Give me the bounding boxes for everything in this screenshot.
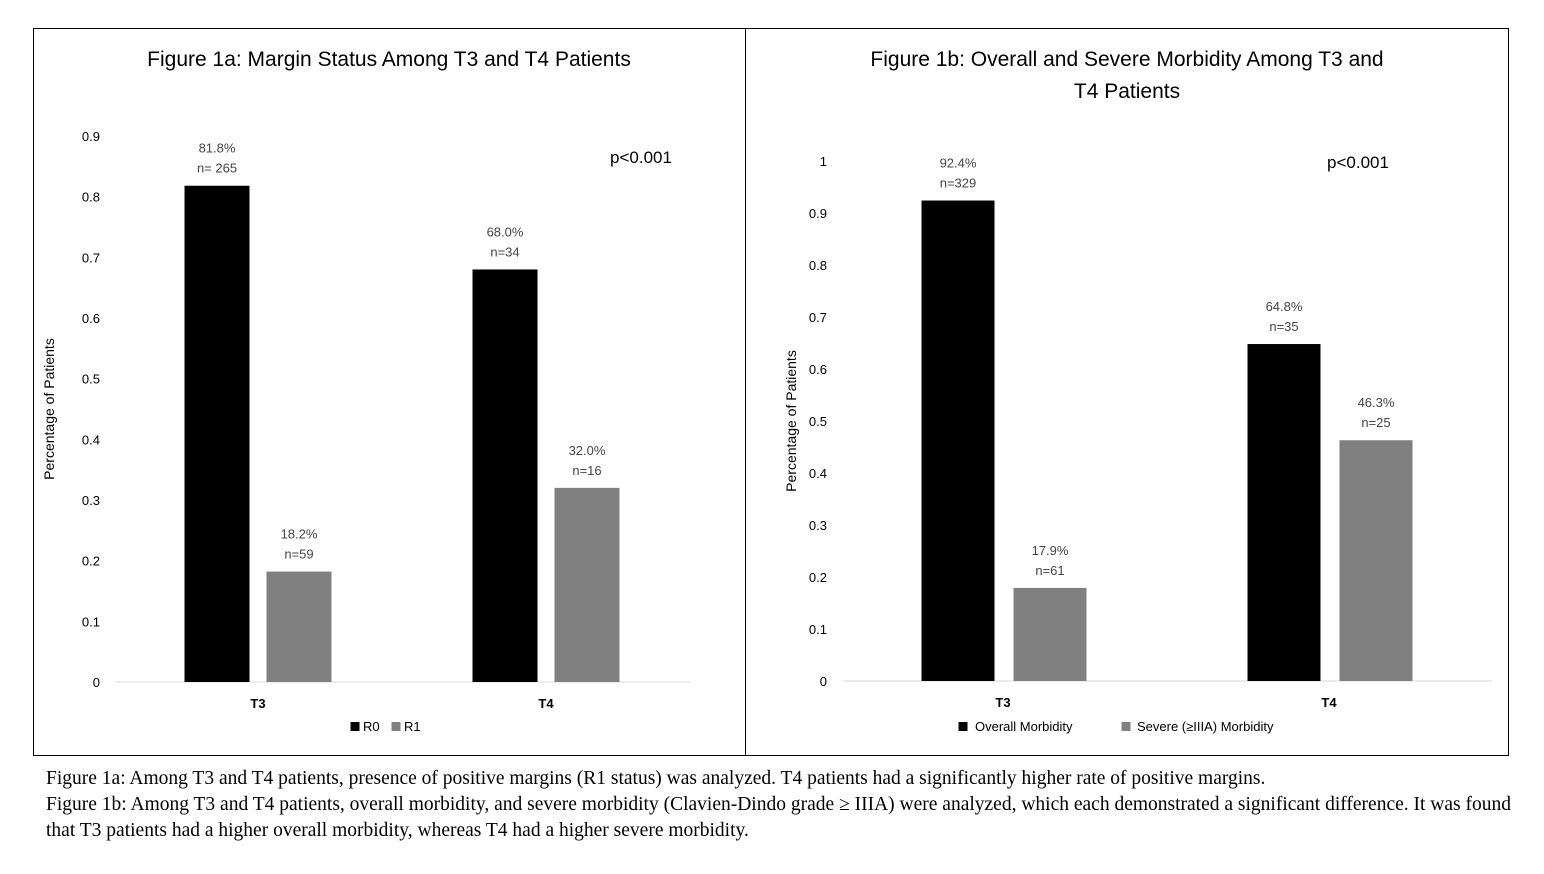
chart-1a-bar (184, 185, 250, 682)
chart-1b-data-label: n=329 (940, 176, 977, 191)
figure-caption: Figure 1a: Among T3 and T4 patients, pre… (46, 766, 1516, 844)
chart-1b-y-tick-label: 0.5 (809, 414, 827, 429)
chart-1a-bar (266, 571, 332, 682)
chart-1a-y-tick-label: 0.7 (82, 250, 100, 265)
chart-1b-x-tick-label: T3 (995, 695, 1010, 710)
chart-1b-y-tick-label: 1 (820, 154, 827, 169)
chart-1a-data-label: n= 265 (197, 161, 237, 176)
chart-1a-data-label: n=34 (490, 244, 519, 259)
chart-1b-data-label: n=35 (1269, 319, 1298, 334)
chart-1b-legend-label: Severe (≥IIIA) Morbidity (1137, 719, 1274, 734)
chart-1b-x-tick-label: T4 (1321, 695, 1337, 710)
chart-1a-y-tick-label: 0.5 (82, 372, 100, 387)
chart-1a-y-tick-label: 0.2 (82, 554, 100, 569)
chart-1b-p-value: p<0.001 (1327, 153, 1389, 172)
chart-1a-x-tick-label: T4 (538, 696, 554, 711)
chart-1b-title: Figure 1b: Overall and Severe Morbidity … (870, 48, 1383, 71)
chart-1b-y-tick-label: 0.6 (809, 362, 827, 377)
chart-1b-y-tick-label: 0 (820, 674, 827, 689)
chart-1a-title: Figure 1a: Margin Status Among T3 and T4… (147, 48, 631, 71)
chart-1b-y-tick-label: 0.2 (809, 570, 827, 585)
chart-1a-data-label: n=16 (572, 463, 601, 478)
figure-frame (33, 28, 1509, 756)
chart-1a-legend-label: R0 (363, 719, 380, 734)
chart-1b-data-label: n=25 (1361, 415, 1390, 430)
chart-1a-y-tick-label: 0 (93, 675, 100, 690)
chart-1b-data-label: n=61 (1035, 563, 1064, 578)
chart-1a-bar (554, 487, 620, 682)
chart-1a-data-label: n=59 (284, 547, 313, 562)
chart-1b-y-tick-label: 0.4 (809, 466, 827, 481)
chart-1a-y-tick-label: 0.1 (82, 614, 100, 629)
chart-1a-bar (472, 269, 538, 682)
panel-divider (745, 28, 746, 756)
chart-1b-bar (921, 200, 995, 681)
chart-1a-y-tick-label: 0.9 (82, 129, 100, 144)
chart-1b-y-axis-label: Percentage of Patients (783, 350, 799, 492)
chart-1a-p-value: p<0.001 (610, 148, 672, 167)
chart-1b-y-tick-label: 0.1 (809, 622, 827, 637)
chart-1a-y-axis-label: Percentage of Patients (41, 338, 57, 480)
chart-1a-y-tick-label: 0.6 (82, 311, 100, 326)
figure-charts: Figure 1a: Margin Status Among T3 and T4… (41, 48, 1492, 734)
chart-1a-legend-marker (350, 722, 360, 731)
chart-1a-legend-label: R1 (404, 719, 421, 734)
chart-1b-legend-marker (958, 722, 968, 731)
chart-1b-y-tick-label: 0.7 (809, 310, 827, 325)
chart-1a-data-label: 32.0% (569, 443, 606, 458)
caption-figure-1b: Figure 1b: Among T3 and T4 patients, ove… (46, 794, 1511, 841)
chart-1b-data-label: 46.3% (1358, 395, 1395, 410)
chart-1b-y-tick-label: 0.8 (809, 258, 827, 273)
chart-1a-y-tick-label: 0.8 (82, 190, 100, 205)
chart-1b-bar (1247, 344, 1321, 681)
chart-1b-title: T4 Patients (1074, 80, 1180, 103)
chart-1a-data-label: 68.0% (487, 224, 524, 239)
chart-1a-data-label: 18.2% (281, 527, 318, 542)
chart-1a-data-label: 81.8% (199, 141, 236, 156)
chart-1b-data-label: 92.4% (940, 156, 977, 171)
chart-1a-y-tick-label: 0.3 (82, 493, 100, 508)
chart-1b-legend-label: Overall Morbidity (975, 719, 1073, 734)
chart-1b-data-label: 17.9% (1032, 543, 1069, 558)
chart-1a-x-tick-label: T3 (250, 696, 265, 711)
chart-1a-y-tick-label: 0.4 (82, 432, 100, 447)
chart-1a-legend-marker (391, 722, 401, 731)
chart-1b-data-label: 64.8% (1266, 299, 1303, 314)
chart-1b-bar (1013, 587, 1087, 681)
chart-1b-y-tick-label: 0.3 (809, 518, 827, 533)
chart-1b-bar (1339, 440, 1413, 681)
chart-1b-legend-marker (1121, 722, 1131, 731)
caption-figure-1a: Figure 1a: Among T3 and T4 patients, pre… (46, 768, 1266, 789)
chart-1b-y-tick-label: 0.9 (809, 206, 827, 221)
